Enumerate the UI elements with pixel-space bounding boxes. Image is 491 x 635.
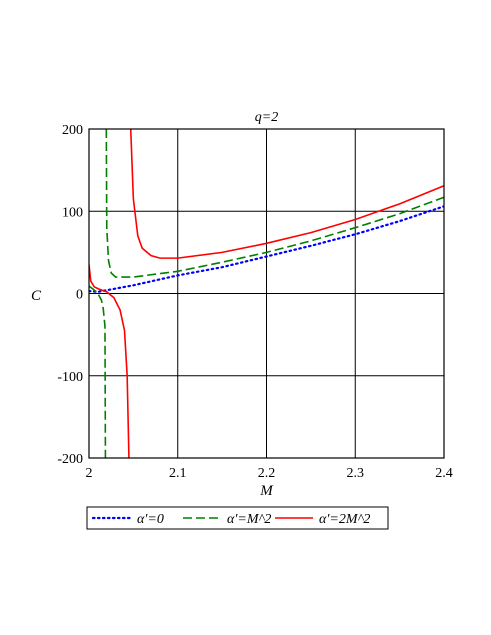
x-tick-label: 2: [86, 466, 93, 481]
legend-box: [86, 506, 389, 530]
legend-label-2: α′=2M^2: [319, 512, 370, 527]
y-tick-label: 100: [62, 205, 83, 220]
x-axis-label: M: [259, 483, 274, 499]
x-tick-label: 2.2: [258, 466, 276, 481]
legend: α′=0 α′=M^2 α′=2M^2: [86, 506, 389, 530]
y-tick-label: -100: [57, 370, 83, 385]
legend-label-0: α′=0: [137, 512, 164, 527]
chart-title: q=2: [255, 110, 278, 125]
y-axis-label: C: [31, 288, 42, 304]
grid: [88, 128, 445, 459]
series-line-1-segment-1: [105, 129, 444, 278]
series-line-2-segment-1: [129, 129, 444, 259]
y-tick-label: 0: [76, 288, 83, 303]
y-tick-label: -200: [57, 452, 83, 467]
plot-frame: [88, 128, 445, 459]
series-line-1-segment-0: [89, 285, 107, 458]
y-tick-label: 200: [62, 123, 83, 138]
x-tick-label: 2.4: [435, 466, 453, 481]
x-tick-label: 2.1: [169, 466, 187, 481]
series-line-2-segment-0: [89, 264, 130, 458]
legend-label-1: α′=M^2: [227, 512, 271, 527]
x-tick-label: 2.3: [347, 466, 365, 481]
series-layer: [89, 129, 444, 458]
tick-labels: 2 2.1 2.2 2.3 2.4 -200 -100 0 100 200: [57, 123, 452, 481]
